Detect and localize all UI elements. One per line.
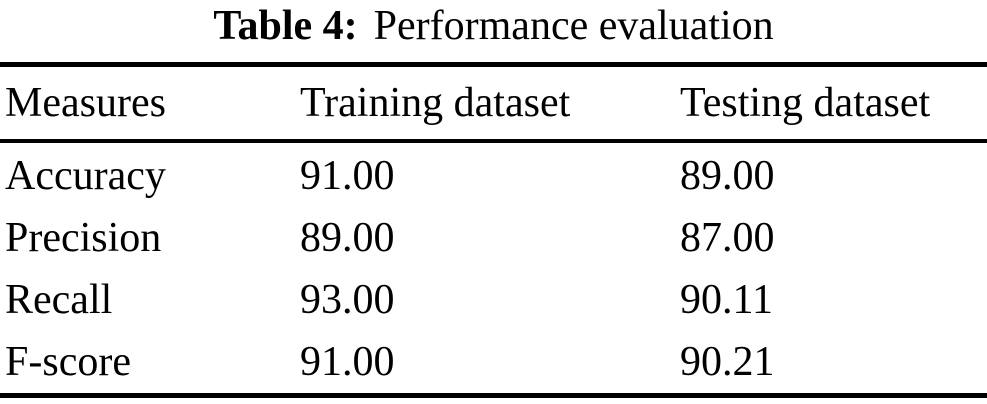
cell-testing-value: 89.00 [680,153,775,199]
table-header-row: Measures Training dataset Testing datase… [0,67,987,139]
table-row: Precision 89.00 87.00 [0,207,987,269]
table-caption-label: Table 4: [213,3,358,49]
table-row: Recall 93.00 90.11 [0,269,987,331]
cell-testing-value: 90.21 [680,339,775,385]
cell-measure: Accuracy [5,153,166,199]
column-header-training-dataset: Training dataset [300,80,571,126]
cell-training-value: 89.00 [300,215,395,261]
column-header-measures: Measures [5,80,166,126]
table-bottom-rule [0,393,987,398]
cell-measure: F-score [5,339,131,385]
cell-training-value: 91.00 [300,339,395,385]
table-mid-rule [0,139,987,143]
table-row: Accuracy 91.00 89.00 [0,145,987,207]
table-body: Accuracy 91.00 89.00 Precision 89.00 87.… [0,143,987,393]
column-header-testing-dataset: Testing dataset [680,80,931,126]
table-row: F-score 91.00 90.21 [0,331,987,393]
cell-testing-value: 87.00 [680,215,775,261]
cell-testing-value: 90.11 [680,277,773,323]
cell-training-value: 93.00 [300,277,395,323]
table-caption: Table 4: Performance evaluation [0,0,987,62]
cell-measure: Precision [5,215,162,261]
table-top-rule [0,62,987,67]
cell-training-value: 91.00 [300,153,395,199]
cell-measure: Recall [5,277,113,323]
table-caption-text: Performance evaluation [373,3,774,49]
